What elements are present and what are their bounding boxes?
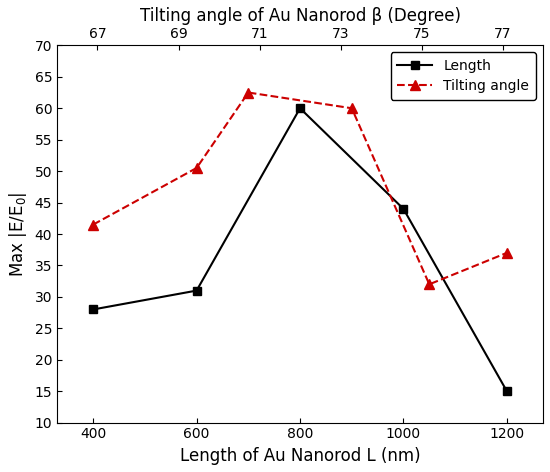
- Length: [400, 206, 407, 211]
- Length: [193, 288, 200, 294]
- Y-axis label: Max |E/E$_0$|: Max |E/E$_0$|: [7, 191, 29, 277]
- Legend: Length, Tilting angle: Length, Tilting angle: [390, 52, 536, 100]
- Tilting angle: [349, 105, 355, 111]
- Length: [90, 307, 96, 312]
- Line: Tilting angle: Tilting angle: [89, 88, 512, 289]
- Tilting angle: [245, 90, 251, 95]
- Tilting angle: [90, 222, 96, 228]
- Tilting angle: [504, 250, 510, 256]
- Length: [504, 388, 510, 394]
- Tilting angle: [426, 281, 433, 287]
- Length: [296, 105, 303, 111]
- Tilting angle: [193, 165, 200, 171]
- X-axis label: Length of Au Nanorod L (nm): Length of Au Nanorod L (nm): [180, 447, 420, 465]
- X-axis label: Tilting angle of Au Nanorod β (Degree): Tilting angle of Au Nanorod β (Degree): [140, 7, 460, 25]
- Line: Length: Length: [89, 104, 511, 396]
